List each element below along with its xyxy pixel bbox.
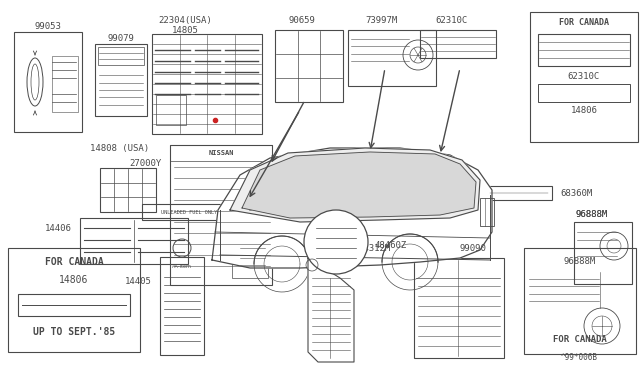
Bar: [100, 168, 156, 212]
Bar: [95, 44, 147, 116]
Text: ^99*006B: ^99*006B: [561, 353, 598, 362]
Bar: [480, 198, 494, 226]
Text: 96888M: 96888M: [576, 209, 608, 218]
Bar: [170, 145, 272, 161]
Bar: [414, 258, 504, 358]
Text: 90659: 90659: [289, 16, 316, 25]
Text: UNLEADED FUEL ONLY: UNLEADED FUEL ONLY: [161, 209, 217, 215]
Bar: [156, 95, 186, 125]
Text: AA-Item: AA-Item: [172, 264, 192, 269]
Text: FOR CANADA: FOR CANADA: [45, 257, 104, 267]
Text: 99053: 99053: [35, 22, 61, 31]
Bar: [538, 34, 630, 66]
Bar: [524, 248, 636, 354]
Text: FOR CANADA: FOR CANADA: [553, 336, 607, 344]
Text: 14806: 14806: [60, 275, 89, 285]
Text: UP TO SEPT.'85: UP TO SEPT.'85: [33, 327, 115, 337]
Text: 96888M: 96888M: [564, 257, 596, 266]
Bar: [18, 294, 130, 316]
Text: 62310C: 62310C: [568, 71, 600, 80]
Text: 73997M: 73997M: [366, 16, 398, 25]
Bar: [232, 232, 268, 278]
Bar: [8, 248, 140, 352]
Bar: [52, 56, 78, 112]
Polygon shape: [212, 148, 492, 268]
Text: 22304(USA): 22304(USA): [158, 16, 212, 25]
Bar: [142, 204, 236, 220]
Polygon shape: [242, 152, 476, 218]
Text: 48460Z: 48460Z: [375, 241, 407, 250]
Text: 68360M: 68360M: [560, 189, 592, 198]
Text: 99090: 99090: [460, 244, 487, 253]
Text: 99079: 99079: [108, 33, 134, 42]
Polygon shape: [230, 148, 480, 222]
Polygon shape: [308, 258, 354, 362]
Circle shape: [304, 210, 368, 274]
Text: 14405: 14405: [125, 278, 152, 286]
Bar: [98, 47, 144, 65]
Text: 14805: 14805: [172, 26, 199, 35]
Text: 14806: 14806: [248, 203, 275, 212]
Text: 14808 (USA): 14808 (USA): [90, 144, 150, 153]
Text: 14406: 14406: [45, 224, 72, 232]
Text: FOR CANADA: FOR CANADA: [559, 17, 609, 26]
Text: 62310C: 62310C: [436, 16, 468, 25]
Bar: [484, 186, 552, 200]
Bar: [348, 30, 436, 86]
Bar: [574, 222, 632, 284]
Text: 96888M: 96888M: [576, 209, 608, 218]
Bar: [420, 30, 496, 58]
Bar: [160, 257, 204, 355]
Bar: [152, 34, 262, 134]
Bar: [538, 84, 630, 102]
Bar: [170, 145, 272, 285]
Text: 27000Y: 27000Y: [129, 158, 161, 167]
Bar: [530, 12, 638, 142]
Bar: [275, 30, 343, 102]
Text: 24312M: 24312M: [358, 244, 390, 253]
Bar: [14, 32, 82, 132]
Text: NISSAN: NISSAN: [208, 150, 234, 156]
Text: 14806: 14806: [571, 106, 597, 115]
Bar: [80, 218, 188, 264]
